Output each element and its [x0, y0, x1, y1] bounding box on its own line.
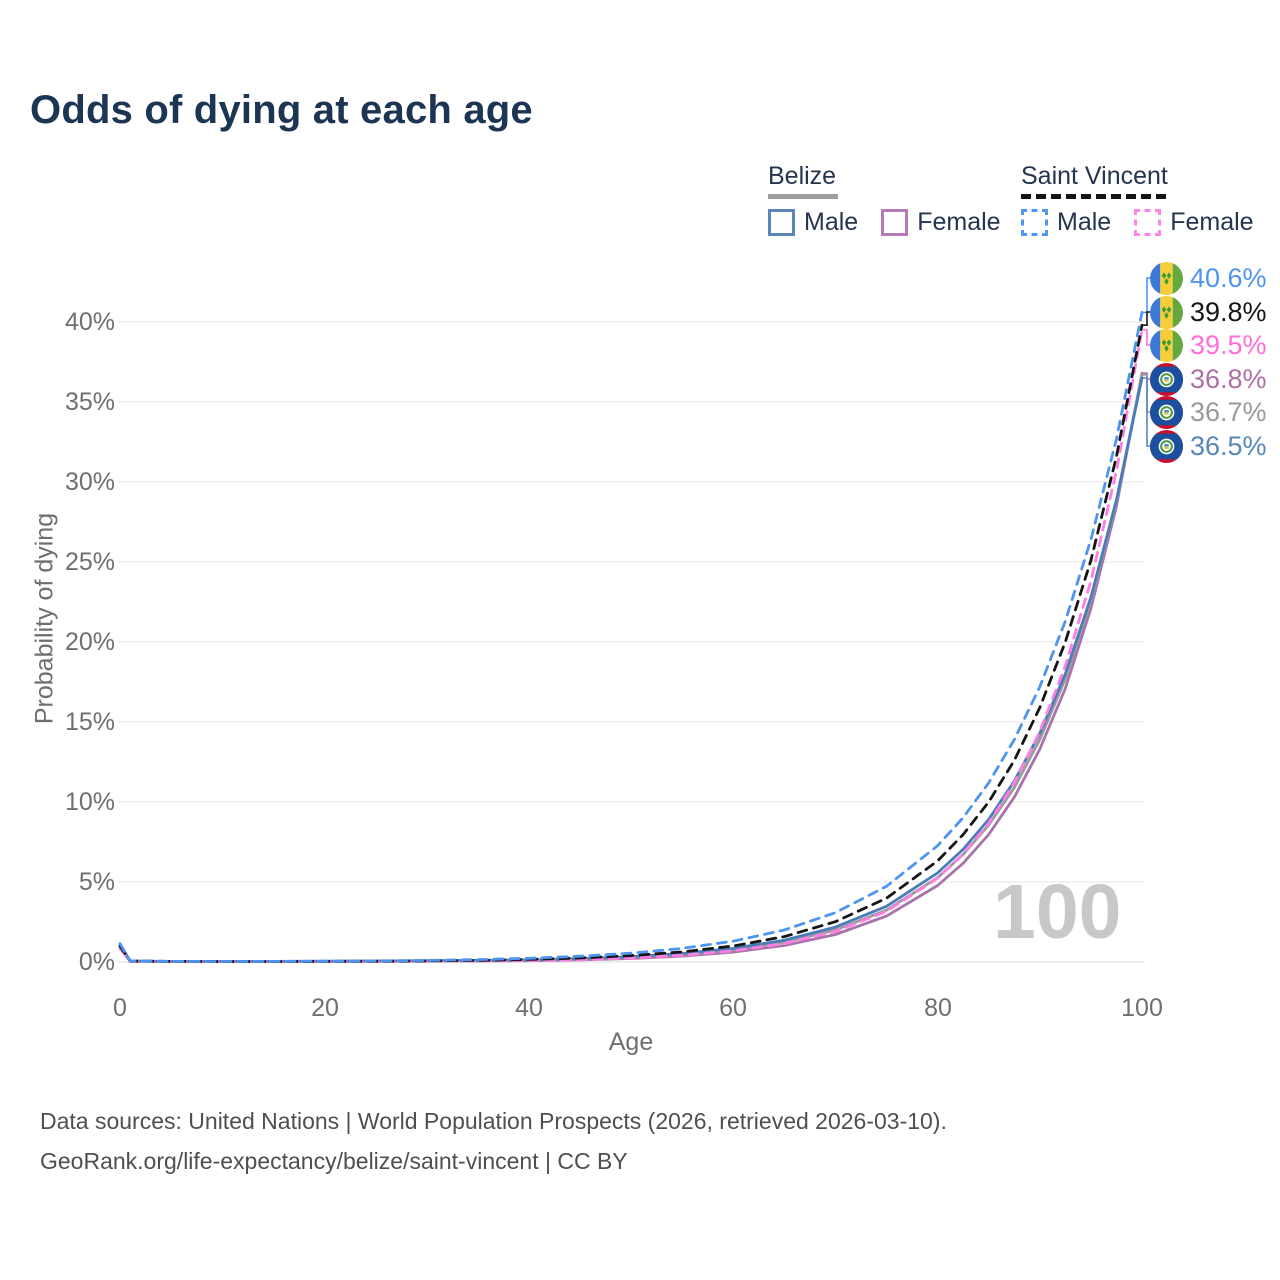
series-line-sv_both — [118, 323, 1144, 963]
end-value: 39.8% — [1190, 296, 1267, 327]
age-watermark: 100 — [993, 869, 1122, 955]
series-line-belize_female — [118, 371, 1144, 963]
end-label-belize-female: 36.8% — [1150, 362, 1267, 396]
legend-header-saint-vincent: Saint Vincent — [1021, 162, 1168, 190]
series-line-belize_both — [118, 373, 1144, 963]
belize-flag-icon — [1150, 395, 1183, 429]
leader-line-sv_both — [1143, 311, 1150, 326]
end-label-sv-female: 39.5% — [1150, 328, 1267, 362]
legend-label-saint-vincent-male: Male — [1057, 208, 1112, 236]
saint-vincent-flag-icon — [1150, 328, 1183, 362]
leader-line-belize_both — [1143, 374, 1150, 413]
y-tick-20: 20% — [64, 628, 115, 656]
y-axis-title: Probability of dying — [30, 512, 59, 725]
y-tick-40: 40% — [64, 308, 115, 336]
series-line-sv_male — [118, 311, 1144, 963]
end-value: 36.8% — [1190, 363, 1267, 394]
end-value: 36.5% — [1190, 430, 1267, 461]
saint-vincent-female-swatch — [1134, 209, 1162, 236]
page-title: Odds of dying at each age — [30, 88, 533, 132]
y-tick-35: 35% — [64, 388, 115, 416]
end-value: 36.7% — [1190, 396, 1267, 427]
x-tick-80: 80 — [924, 994, 952, 1022]
leader-line-sv_female — [1143, 329, 1150, 346]
end-label-belize-both: 36.7% — [1150, 395, 1267, 429]
y-tick-25: 25% — [64, 548, 115, 576]
series-line-belize_male — [118, 376, 1144, 963]
belize-solid-line-swatch — [768, 194, 838, 199]
legend-group-saint-vincent: Saint Vincent Male Female — [1021, 162, 1268, 237]
x-tick-20: 20 — [311, 994, 339, 1022]
end-label-sv-male: 40.6% — [1150, 261, 1267, 295]
belize-female-swatch — [881, 209, 909, 236]
end-value: 40.6% — [1190, 262, 1267, 293]
belize-male-swatch — [768, 209, 795, 236]
x-axis-title: Age — [608, 1028, 654, 1056]
end-value: 39.5% — [1190, 329, 1267, 360]
y-tick-5: 5% — [78, 868, 115, 896]
x-tick-60: 60 — [719, 994, 747, 1022]
y-tick-0: 0% — [78, 948, 115, 976]
leader-line-belize_female — [1143, 372, 1150, 380]
belize-flag-icon — [1150, 362, 1183, 396]
x-tick-0: 0 — [113, 994, 127, 1022]
y-tick-10: 10% — [64, 788, 115, 816]
saint-vincent-flag-icon — [1150, 261, 1183, 295]
data-source-line: Data sources: United Nations | World Pop… — [40, 1108, 947, 1134]
end-label-sv-both: 39.8% — [1150, 295, 1267, 329]
attribution-line: GeoRank.org/life-expectancy/belize/saint… — [40, 1148, 628, 1174]
legend-label-belize-female: Female — [917, 208, 1001, 236]
series-line-sv_female — [118, 328, 1144, 963]
end-label-belize-male: 36.5% — [1150, 429, 1267, 463]
leader-line-belize_male — [1143, 377, 1150, 447]
x-tick-100: 100 — [1121, 994, 1163, 1022]
x-tick-40: 40 — [515, 994, 543, 1022]
legend-header-belize: Belize — [768, 162, 837, 190]
belize-flag-icon — [1150, 429, 1183, 463]
legend-label-belize-male: Male — [804, 208, 859, 236]
saint-vincent-male-swatch — [1021, 209, 1048, 236]
legend-label-saint-vincent-female: Female — [1170, 208, 1254, 236]
legend-group-belize: Belize Male Female — [768, 162, 1015, 237]
y-tick-15: 15% — [64, 708, 115, 736]
saint-vincent-dashed-line-swatch — [1021, 194, 1171, 199]
leader-line-sv_male — [1143, 277, 1150, 314]
saint-vincent-flag-icon — [1150, 295, 1183, 329]
y-tick-30: 30% — [64, 468, 115, 496]
